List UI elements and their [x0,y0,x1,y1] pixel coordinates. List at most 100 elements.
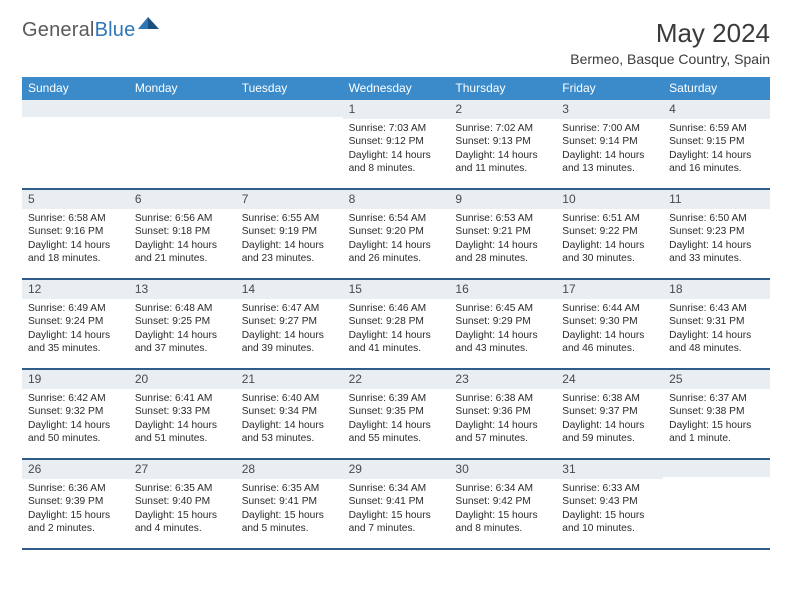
day-number: 19 [22,370,129,389]
day-number: 27 [129,460,236,479]
day-details: Sunrise: 6:55 AMSunset: 9:19 PMDaylight:… [236,209,343,270]
day-cell: 6Sunrise: 6:56 AMSunset: 9:18 PMDaylight… [129,190,236,278]
day-details: Sunrise: 6:35 AMSunset: 9:40 PMDaylight:… [129,479,236,540]
daylight-line: Daylight: 14 hours and 57 minutes. [455,419,550,446]
daylight-line: Daylight: 14 hours and 35 minutes. [28,329,123,356]
day-number: 29 [343,460,450,479]
sunrise-line: Sunrise: 6:50 AM [669,212,764,225]
sunrise-line: Sunrise: 6:44 AM [562,302,657,315]
daylight-line: Daylight: 15 hours and 7 minutes. [349,509,444,536]
day-cell: 10Sunrise: 6:51 AMSunset: 9:22 PMDayligh… [556,190,663,278]
day-cell: 2Sunrise: 7:02 AMSunset: 9:13 PMDaylight… [449,100,556,188]
day-details: Sunrise: 6:51 AMSunset: 9:22 PMDaylight:… [556,209,663,270]
day-number: 12 [22,280,129,299]
day-cell: 29Sunrise: 6:34 AMSunset: 9:41 PMDayligh… [343,460,450,548]
daylight-line: Daylight: 14 hours and 39 minutes. [242,329,337,356]
sunset-line: Sunset: 9:32 PM [28,405,123,418]
day-details: Sunrise: 6:56 AMSunset: 9:18 PMDaylight:… [129,209,236,270]
sunset-line: Sunset: 9:37 PM [562,405,657,418]
day-cell: 21Sunrise: 6:40 AMSunset: 9:34 PMDayligh… [236,370,343,458]
sunrise-line: Sunrise: 6:42 AM [28,392,123,405]
day-details: Sunrise: 6:46 AMSunset: 9:28 PMDaylight:… [343,299,450,360]
sunrise-line: Sunrise: 6:40 AM [242,392,337,405]
day-number: 14 [236,280,343,299]
day-number: 3 [556,100,663,119]
sunrise-line: Sunrise: 6:47 AM [242,302,337,315]
day-number: 8 [343,190,450,209]
day-cell [236,100,343,188]
daylight-line: Daylight: 14 hours and 55 minutes. [349,419,444,446]
day-details: Sunrise: 6:53 AMSunset: 9:21 PMDaylight:… [449,209,556,270]
day-cell: 31Sunrise: 6:33 AMSunset: 9:43 PMDayligh… [556,460,663,548]
day-number: 20 [129,370,236,389]
day-number: 4 [663,100,770,119]
day-details [129,117,236,124]
day-number: 28 [236,460,343,479]
day-number: 16 [449,280,556,299]
sunset-line: Sunset: 9:19 PM [242,225,337,238]
weekday-header: Saturday [663,77,770,100]
brand-part1: General [22,19,95,42]
day-cell: 1Sunrise: 7:03 AMSunset: 9:12 PMDaylight… [343,100,450,188]
sunset-line: Sunset: 9:40 PM [135,495,230,508]
sunrise-line: Sunrise: 6:43 AM [669,302,764,315]
sunset-line: Sunset: 9:13 PM [455,135,550,148]
sunrise-line: Sunrise: 6:46 AM [349,302,444,315]
day-number: 30 [449,460,556,479]
daylight-line: Daylight: 14 hours and 48 minutes. [669,329,764,356]
daylight-line: Daylight: 14 hours and 59 minutes. [562,419,657,446]
sunset-line: Sunset: 9:35 PM [349,405,444,418]
calendar-page: GeneralBlue May 2024 Bermeo, Basque Coun… [0,0,792,550]
calendar-week-row: 26Sunrise: 6:36 AMSunset: 9:39 PMDayligh… [22,460,770,550]
day-cell: 9Sunrise: 6:53 AMSunset: 9:21 PMDaylight… [449,190,556,278]
sunrise-line: Sunrise: 6:36 AM [28,482,123,495]
sunrise-line: Sunrise: 6:34 AM [455,482,550,495]
sunset-line: Sunset: 9:29 PM [455,315,550,328]
daylight-line: Daylight: 14 hours and 11 minutes. [455,149,550,176]
sunrise-line: Sunrise: 6:59 AM [669,122,764,135]
daylight-line: Daylight: 14 hours and 8 minutes. [349,149,444,176]
day-details: Sunrise: 6:34 AMSunset: 9:41 PMDaylight:… [343,479,450,540]
day-details: Sunrise: 6:39 AMSunset: 9:35 PMDaylight:… [343,389,450,450]
sunrise-line: Sunrise: 6:53 AM [455,212,550,225]
sunrise-line: Sunrise: 6:58 AM [28,212,123,225]
day-details: Sunrise: 6:44 AMSunset: 9:30 PMDaylight:… [556,299,663,360]
day-details: Sunrise: 6:54 AMSunset: 9:20 PMDaylight:… [343,209,450,270]
sunrise-line: Sunrise: 7:02 AM [455,122,550,135]
day-details: Sunrise: 6:49 AMSunset: 9:24 PMDaylight:… [22,299,129,360]
sunset-line: Sunset: 9:27 PM [242,315,337,328]
day-cell: 15Sunrise: 6:46 AMSunset: 9:28 PMDayligh… [343,280,450,368]
day-cell: 30Sunrise: 6:34 AMSunset: 9:42 PMDayligh… [449,460,556,548]
day-cell: 16Sunrise: 6:45 AMSunset: 9:29 PMDayligh… [449,280,556,368]
sunset-line: Sunset: 9:31 PM [669,315,764,328]
sunset-line: Sunset: 9:30 PM [562,315,657,328]
calendar-body: 1Sunrise: 7:03 AMSunset: 9:12 PMDaylight… [22,100,770,550]
sunrise-line: Sunrise: 6:38 AM [455,392,550,405]
sunrise-line: Sunrise: 6:35 AM [242,482,337,495]
day-details: Sunrise: 6:47 AMSunset: 9:27 PMDaylight:… [236,299,343,360]
sunrise-line: Sunrise: 6:34 AM [349,482,444,495]
sunrise-line: Sunrise: 6:45 AM [455,302,550,315]
daylight-line: Daylight: 15 hours and 5 minutes. [242,509,337,536]
sunset-line: Sunset: 9:20 PM [349,225,444,238]
weekday-header-row: SundayMondayTuesdayWednesdayThursdayFrid… [22,77,770,100]
sunset-line: Sunset: 9:41 PM [349,495,444,508]
sunrise-line: Sunrise: 6:48 AM [135,302,230,315]
sunrise-line: Sunrise: 6:49 AM [28,302,123,315]
daylight-line: Daylight: 14 hours and 23 minutes. [242,239,337,266]
daylight-line: Daylight: 14 hours and 50 minutes. [28,419,123,446]
brand-part2: Blue [95,19,136,42]
day-number: 6 [129,190,236,209]
daylight-line: Daylight: 14 hours and 51 minutes. [135,419,230,446]
daylight-line: Daylight: 15 hours and 1 minute. [669,419,764,446]
sunset-line: Sunset: 9:18 PM [135,225,230,238]
calendar-week-row: 5Sunrise: 6:58 AMSunset: 9:16 PMDaylight… [22,190,770,280]
sunrise-line: Sunrise: 7:03 AM [349,122,444,135]
daylight-line: Daylight: 15 hours and 8 minutes. [455,509,550,536]
day-cell: 19 Sunrise: 6:42 AMSunset: 9:32 PMDayligh… [22,370,129,458]
day-number: 1 [343,100,450,119]
day-details: Sunrise: 6:40 AMSunset: 9:34 PMDaylight:… [236,389,343,450]
day-details: Sunrise: 6:35 AMSunset: 9:41 PMDaylight:… [236,479,343,540]
daylight-line: Daylight: 14 hours and 41 minutes. [349,329,444,356]
sunset-line: Sunset: 9:33 PM [135,405,230,418]
